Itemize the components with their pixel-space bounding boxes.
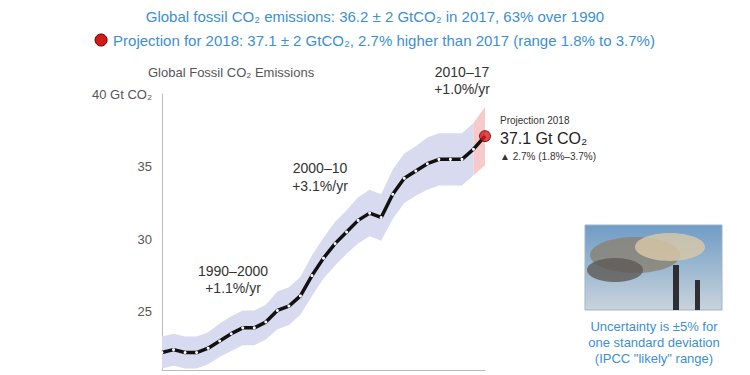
svg-text:1990–2000: 1990–2000: [198, 263, 268, 279]
svg-text:35: 35: [138, 159, 152, 174]
svg-text:(IPCC "likely" range): (IPCC "likely" range): [595, 351, 713, 366]
svg-text:2000–10: 2000–10: [293, 160, 348, 176]
svg-text:Projection for 2018: 37.1 ± 2: Projection for 2018: 37.1 ± 2 GtCO₂, 2.7…: [113, 32, 655, 49]
svg-text:+3.1%/yr: +3.1%/yr: [292, 178, 348, 194]
svg-text:Uncertainty is ±5% for: Uncertainty is ±5% for: [590, 319, 718, 334]
svg-text:+1.1%/yr: +1.1%/yr: [205, 280, 261, 296]
svg-text:Global fossil CO₂ emissions: 3: Global fossil CO₂ emissions: 36.2 ± 2 Gt…: [146, 8, 604, 25]
svg-text:▲ 2.7% (1.8%–3.7%): ▲ 2.7% (1.8%–3.7%): [500, 151, 596, 162]
svg-text:+1.0%/yr: +1.0%/yr: [434, 81, 490, 97]
svg-text:one standard deviation: one standard deviation: [588, 335, 720, 350]
svg-text:Global Fossil CO₂ Emissions: Global Fossil CO₂ Emissions: [148, 65, 315, 80]
svg-text:25: 25: [138, 304, 152, 319]
svg-text:40 Gt CO₂: 40 Gt CO₂: [92, 87, 152, 102]
svg-text:Projection 2018: Projection 2018: [500, 115, 570, 126]
svg-text:2010–17: 2010–17: [435, 64, 490, 80]
svg-text:30: 30: [138, 232, 152, 247]
svg-text:37.1 Gt CO₂: 37.1 Gt CO₂: [500, 130, 587, 147]
